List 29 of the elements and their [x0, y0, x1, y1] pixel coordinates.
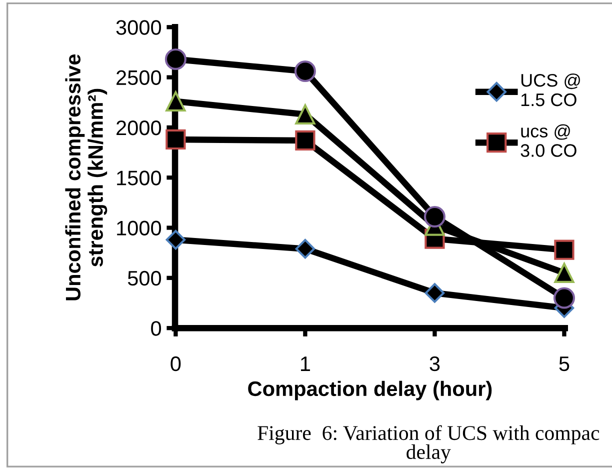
point	[424, 283, 445, 303]
point	[554, 240, 574, 260]
point	[424, 206, 446, 228]
y-tick-label: 3000	[116, 20, 162, 35]
y-tick-label: 1000	[117, 220, 162, 236]
y-tick-label: 1500	[117, 170, 162, 186]
point	[295, 130, 316, 151]
point	[166, 129, 186, 150]
point	[164, 48, 186, 70]
y-tick-label: 500	[128, 270, 162, 286]
point	[295, 104, 316, 124]
y-tick-label: 2500	[116, 70, 162, 86]
point	[166, 230, 186, 250]
x-tick-label: 0	[170, 356, 181, 372]
y-axis-title: Unconfined compressive strength (kN/mm²)	[65, 54, 108, 300]
point	[554, 262, 574, 283]
point	[166, 91, 186, 112]
point	[553, 287, 575, 309]
legend-label: UCS @ 1.5 CO	[521, 73, 580, 106]
x-tick-label: 3	[430, 356, 440, 372]
x-axis-title: Compaction delay (hour)	[248, 380, 492, 400]
point	[294, 60, 316, 82]
y-tick-label: 2000	[116, 120, 162, 136]
y-tick-label: 0	[151, 321, 162, 336]
caption: Figure 6: Variation of UCS with compac delay	[258, 425, 600, 464]
x-tick-label: 5	[559, 356, 570, 372]
point	[295, 238, 316, 259]
x-tick-label: 1	[300, 356, 310, 371]
legend-label: ucs @ 3.0 CO	[520, 124, 576, 157]
